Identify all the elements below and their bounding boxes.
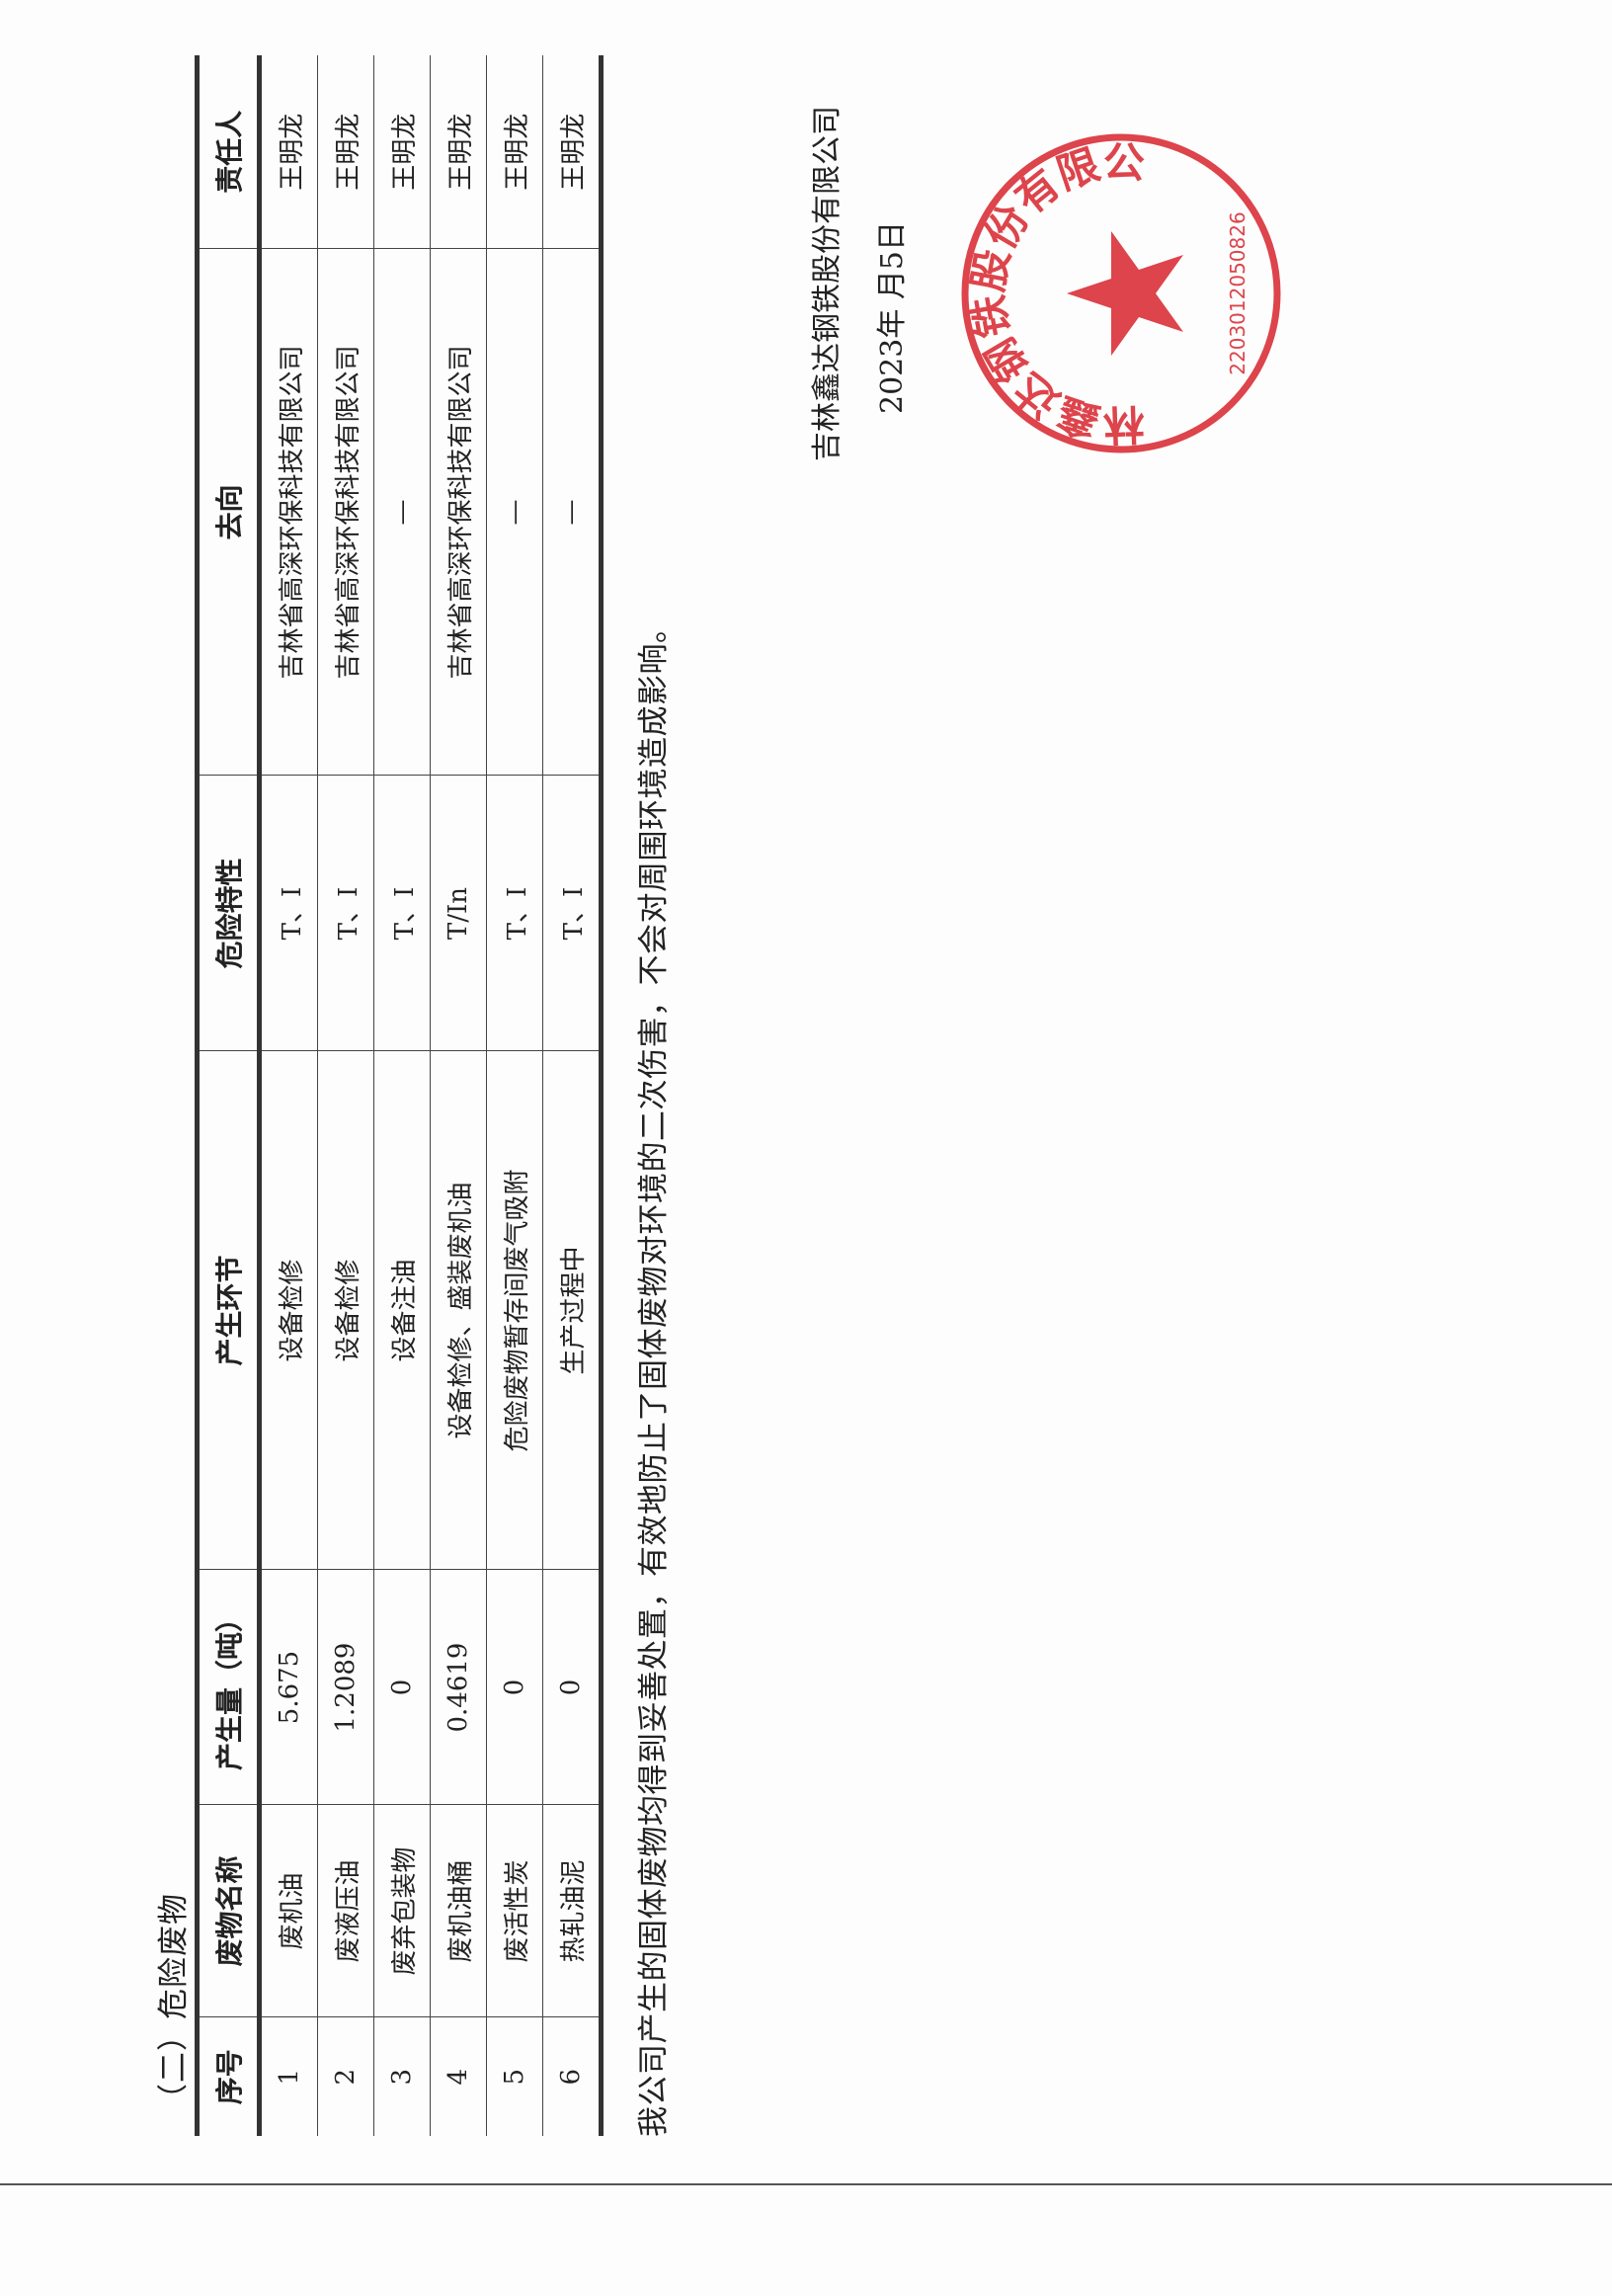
cell-waste-name: 废弃包装物 xyxy=(373,1805,431,2017)
section-title: （二）危险废物 xyxy=(156,1893,192,2114)
cell-index: 2 xyxy=(317,2017,374,2136)
company-seal: 吉林鑫达钢铁股份有限公司 2203012050826 xyxy=(958,133,1281,456)
cell-hazard: T、I xyxy=(373,776,431,1051)
hazardous-waste-table: 序号 废物名称 产生量（吨） 产生环节 危险特性 去向 责任人 1 废机油 5.67… xyxy=(195,55,604,2136)
cell-waste-name: 废机油桶 xyxy=(430,1805,487,2017)
cell-amount: 0 xyxy=(542,1570,602,1805)
cell-source: 设备检修 xyxy=(317,1051,374,1570)
cell-source: 设备注油 xyxy=(373,1051,431,1570)
table-row: 5 废活性炭 0 危险废物暂存间废气吸附 T、I — 王明龙 xyxy=(486,55,543,2136)
cell-responsible: 王明龙 xyxy=(542,55,602,249)
cell-responsible: 王明龙 xyxy=(486,55,543,249)
cell-source: 危险废物暂存间废气吸附 xyxy=(486,1051,543,1570)
cell-amount: 0 xyxy=(486,1570,543,1805)
table-row: 6 热轧油泥 0 生产过程中 T、I — 王明龙 xyxy=(542,55,602,2136)
cell-destination: — xyxy=(373,249,431,776)
table-row: 4 废机油桶 0.4619 设备检修、盛装废机油 T/In 吉林省高深环保科技有限公司 王明… xyxy=(430,55,487,2136)
signature-company: 吉林鑫达钢铁股份有限公司 xyxy=(810,106,845,461)
cell-destination: — xyxy=(542,249,602,776)
table-row: 3 废弃包装物 0 设备注油 T、I — 王明龙 xyxy=(373,55,431,2136)
table-row: 1 废机油 5.675 设备检修 T、I 吉林省高深环保科技有限公司 王明龙 xyxy=(259,55,318,2136)
cell-source: 设备检修 xyxy=(259,1051,318,1570)
cell-responsible: 王明龙 xyxy=(373,55,431,249)
table-row: 2 废液压油 1.2089 设备检修 T、I 吉林省高深环保科技有限公司 王明龙 xyxy=(317,55,374,2136)
seal-ring xyxy=(961,133,1281,453)
header-hazard: 危险特性 xyxy=(197,776,260,1051)
cell-destination: 吉林省高深环保科技有限公司 xyxy=(317,249,374,776)
header-amount: 产生量（吨） xyxy=(197,1570,260,1805)
cell-index: 4 xyxy=(430,2017,487,2136)
cell-responsible: 王明龙 xyxy=(430,55,487,249)
cell-hazard: T、I xyxy=(317,776,374,1051)
header-index: 序号 xyxy=(197,2017,260,2136)
cell-amount: 0.4619 xyxy=(430,1570,487,1805)
cell-waste-name: 废活性炭 xyxy=(486,1805,543,2017)
cell-waste-name: 废液压油 xyxy=(317,1805,374,2017)
cell-waste-name: 热轧油泥 xyxy=(542,1805,602,2017)
page-divider xyxy=(0,2183,1612,2185)
signature-date: 2023年 月5日 xyxy=(875,221,910,414)
cell-destination: — xyxy=(486,249,543,776)
cell-responsible: 王明龙 xyxy=(259,55,318,249)
cell-hazard: T/In xyxy=(430,776,487,1051)
cell-amount: 1.2089 xyxy=(317,1570,374,1805)
cell-hazard: T、I xyxy=(259,776,318,1051)
cell-hazard: T、I xyxy=(486,776,543,1051)
cell-destination: 吉林省高深环保科技有限公司 xyxy=(430,249,487,776)
cell-source: 设备检修、盛装废机油 xyxy=(430,1051,487,1570)
seal-code: 2203012050826 xyxy=(1226,211,1249,374)
cell-amount: 0 xyxy=(373,1570,431,1805)
header-destination: 去向 xyxy=(197,249,260,776)
cell-index: 1 xyxy=(259,2017,318,2136)
cell-index: 3 xyxy=(373,2017,431,2136)
cell-responsible: 王明龙 xyxy=(317,55,374,249)
header-source: 产生环节 xyxy=(197,1051,260,1570)
star-icon xyxy=(1067,231,1183,356)
cell-hazard: T、I xyxy=(542,776,602,1051)
cell-index: 6 xyxy=(542,2017,602,2136)
cell-source: 生产过程中 xyxy=(542,1051,602,1570)
cell-waste-name: 废机油 xyxy=(259,1805,318,2017)
cell-destination: 吉林省高深环保科技有限公司 xyxy=(259,249,318,776)
summary-note: 我公司产生的固体废物均得到妥善处置，有效地防止了固体废物对环境的二次伤害，不会对… xyxy=(636,612,672,2138)
cell-amount: 5.675 xyxy=(259,1570,318,1805)
header-waste-name: 废物名称 xyxy=(197,1805,260,2017)
header-responsible: 责任人 xyxy=(197,55,260,249)
cell-index: 5 xyxy=(486,2017,543,2136)
table-header-row: 序号 废物名称 产生量（吨） 产生环节 危险特性 去向 责任人 xyxy=(197,55,260,2136)
